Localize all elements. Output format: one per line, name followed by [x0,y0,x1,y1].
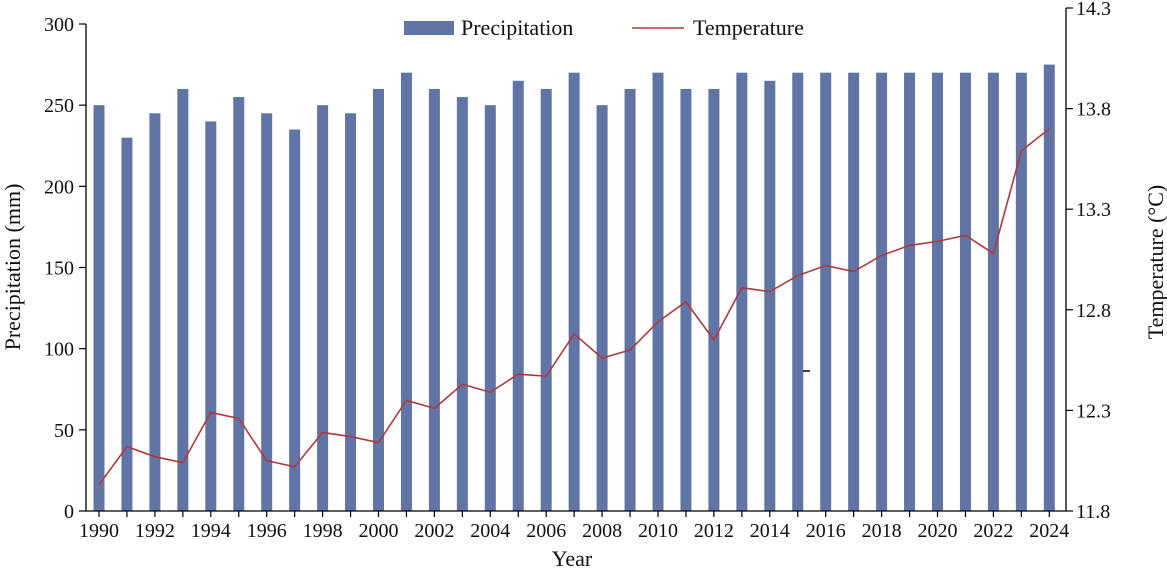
temperature-line [98,128,1050,486]
precipitation-bar-2010 [652,72,664,511]
right-tick-label: 13.3 [1076,199,1111,221]
precipitation-bar-2007 [568,72,580,511]
precipitation-bar-1998 [317,105,329,512]
x-tick-label: 2010 [638,520,678,542]
x-tick-label: 2006 [526,520,566,542]
x-tick-label: 2002 [414,520,454,542]
x-tick-label: 2014 [750,520,790,542]
precipitation-bar-2014 [764,80,776,511]
precipitation-bars [93,64,1055,512]
left-tick-label: 200 [44,176,74,198]
x-tick-label: 2024 [1029,520,1069,542]
precipitation-bar-2018 [876,72,888,511]
x-tick-label: 1998 [303,520,343,542]
precipitation-bar-1993 [177,88,189,512]
x-tick-label: 1992 [135,520,175,542]
precipitation-bar-1990 [93,105,105,512]
x-axis-ticks: 1990 1992 1994 1996 1998 2000 2002 2004 2006 2008… [79,511,1069,542]
precipitation-bar-2008 [596,105,608,512]
precipitation-bar-2013 [736,72,748,511]
right-tick-label: 11.8 [1076,501,1110,523]
left-tick-label: 300 [44,14,74,36]
precipitation-bar-1991 [121,137,133,511]
precipitation-bar-2024 [1043,64,1055,511]
precipitation-bar-2020 [932,72,943,511]
x-axis-title: Year [552,546,593,570]
precipitation-bar-2023 [1015,72,1027,511]
right-tick-label: 13.8 [1076,99,1111,121]
precipitation-bar-2002 [428,88,440,512]
legend-temperature-label: Temperature [693,15,804,40]
right-tick-label: 14.3 [1076,0,1111,20]
x-tick-label: 2018 [862,520,902,542]
x-tick-label: 2016 [806,520,846,542]
x-tick-label: 2020 [918,520,958,542]
x-tick-label: 2012 [694,520,734,542]
precipitation-bar-2015 [792,72,804,511]
x-tick-label: 1990 [79,520,119,542]
precipitation-bar-2004 [484,105,496,512]
legend: Precipitation Temperature [404,15,804,40]
x-tick-label: 2008 [582,520,622,542]
precipitation-bar-1997 [289,129,301,511]
left-tick-label: 0 [64,501,74,523]
precipitation-bar-2005 [512,80,524,511]
precipitation-bar-2006 [540,88,552,512]
x-tick-label: 2022 [973,520,1013,542]
left-tick-label: 250 [44,95,74,117]
left-tick-label: 50 [54,420,74,442]
precipitation-bar-1995 [233,97,245,512]
x-tick-label: 2004 [470,520,510,542]
precipitation-bar-2021 [959,72,971,511]
precipitation-bar-1992 [149,113,161,511]
y-axis-title: Precipitation (mm) [0,184,25,351]
precipitation-bar-1994 [205,121,217,512]
precipitation-bar-2019 [904,72,916,511]
precipitation-bar-1999 [345,113,357,511]
left-axis-ticks: 0 50 100 150 200 250 300 [44,14,86,523]
y2-axis-title: Temperature (°C) [1143,185,1167,339]
precipitation-bar-2009 [624,88,636,512]
precipitation-bar-2011 [680,88,692,512]
right-axis-ticks: 11.8 12.3 12.8 13.3 13.8 14.3 [1066,0,1111,523]
legend-precipitation-label: Precipitation [461,15,573,40]
legend-precipitation-swatch [404,21,454,35]
left-tick-label: 100 [44,339,74,361]
right-tick-label: 12.3 [1076,400,1111,422]
x-tick-label: 1996 [247,520,287,542]
precipitation-bar-2000 [373,88,384,512]
precipitation-bar-2017 [848,72,860,511]
precipitation-bar-2012 [708,88,720,512]
precipitation-bar-1996 [261,113,273,511]
precipitation-bar-2016 [820,72,832,511]
x-tick-label: 1994 [191,520,231,542]
x-tick-label: 2000 [359,520,399,542]
left-tick-label: 150 [44,258,74,280]
precipitation-bar-2022 [987,72,999,511]
right-tick-label: 12.8 [1076,300,1111,322]
precipitation-bar-2001 [400,72,412,511]
precipitation-bar-2003 [456,97,468,512]
